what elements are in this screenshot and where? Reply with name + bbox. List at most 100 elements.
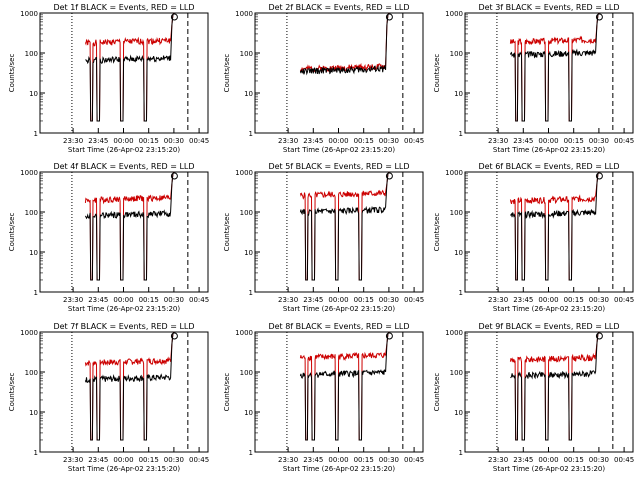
chart-title: Det 6f BLACK = Events, RED = LLD	[478, 162, 619, 171]
y-tick-label: 100	[450, 209, 463, 217]
x-tick-label: 00:45	[189, 456, 209, 464]
y-tick-label: 1000	[445, 169, 463, 177]
y-axis-label: Counts/sec	[8, 54, 16, 93]
y-tick-label: 1	[34, 130, 38, 138]
y-tick-label: 1	[459, 449, 463, 457]
x-tick-label: 00:15	[354, 137, 374, 145]
plot-frame	[254, 331, 424, 453]
y-tick-label: 100	[25, 209, 38, 217]
x-axis-label: Start Time (26-Apr-02 23:15:20)	[68, 305, 180, 313]
chart-panel-5: Det 5f BLACK = Events, RED = LLD Counts/s…	[223, 162, 424, 313]
corner-marker	[595, 13, 603, 21]
chart-title: Det 1f BLACK = Events, RED = LLD	[53, 3, 194, 12]
chart-panel-9: Det 9f BLACK = Events, RED = LLD Counts/s…	[433, 322, 634, 473]
x-tick-label: 00:45	[404, 137, 424, 145]
y-axis-label: Counts/sec	[223, 54, 231, 93]
chart-title: Det 5f BLACK = Events, RED = LLD	[268, 162, 409, 171]
chart-panel-8: Det 8f BLACK = Events, RED = LLD Counts/s…	[223, 322, 424, 473]
x-axis-label: Start Time (26-Apr-02 23:15:20)	[493, 146, 605, 154]
x-tick-label: 23:45	[303, 137, 323, 145]
corner-marker	[595, 332, 603, 340]
series-line-events	[509, 12, 600, 122]
y-tick-label: 1000	[235, 329, 253, 337]
x-tick-label: 23:45	[88, 296, 108, 304]
x-axis-label: Start Time (26-Apr-02 23:15:20)	[493, 465, 605, 473]
x-tick-label: 23:45	[303, 456, 323, 464]
series-line-lld	[299, 331, 390, 441]
plot-frame	[464, 171, 634, 293]
x-tick-label: 00:00	[113, 456, 133, 464]
series-line-lld	[509, 171, 600, 281]
y-tick-label: 10	[454, 90, 463, 98]
series-line-events	[85, 12, 175, 122]
x-tick-label: 23:45	[88, 456, 108, 464]
chart-panel-1: Det 1f BLACK = Events, RED = LLD Counts/s…	[8, 3, 209, 154]
y-tick-label: 100	[450, 50, 463, 58]
y-tick-label: 10	[454, 409, 463, 417]
x-tick-label: 00:15	[564, 296, 584, 304]
y-tick-label: 1000	[20, 10, 38, 18]
plot-frame	[254, 12, 424, 134]
x-tick-label: 00:30	[379, 137, 399, 145]
chart-title: Det 3f BLACK = Events, RED = LLD	[478, 3, 619, 12]
y-tick-label: 1	[249, 289, 253, 297]
y-tick-label: 100	[240, 50, 253, 58]
x-tick-label: 23:30	[63, 137, 83, 145]
x-tick-label: 23:30	[63, 296, 83, 304]
x-tick-label: 00:45	[614, 137, 634, 145]
series-line-lld	[299, 171, 390, 281]
y-tick-label: 10	[244, 409, 253, 417]
x-tick-label: 00:30	[589, 456, 609, 464]
y-tick-label: 1	[34, 289, 38, 297]
y-tick-label: 100	[240, 369, 253, 377]
y-tick-label: 1000	[20, 169, 38, 177]
y-tick-label: 1	[34, 449, 38, 457]
y-axis-label: Counts/sec	[8, 213, 16, 252]
x-tick-label: 00:15	[564, 137, 584, 145]
x-tick-label: 00:00	[113, 296, 133, 304]
plot-frame	[464, 12, 634, 134]
corner-marker	[170, 13, 178, 21]
x-tick-label: 23:30	[488, 296, 508, 304]
y-tick-label: 100	[25, 369, 38, 377]
corner-marker	[170, 172, 178, 180]
chart-panel-2: Det 2f BLACK = Events, RED = LLD Counts/s…	[223, 3, 424, 154]
series-line-events	[299, 171, 390, 281]
corner-marker	[170, 332, 178, 340]
x-tick-label: 23:45	[513, 137, 533, 145]
series-line-events	[510, 171, 600, 281]
x-axis-label: Start Time (26-Apr-02 23:15:20)	[68, 146, 180, 154]
y-tick-label: 10	[29, 90, 38, 98]
y-tick-label: 10	[244, 90, 253, 98]
series-line-lld	[84, 331, 175, 441]
x-tick-label: 00:00	[328, 296, 348, 304]
x-tick-label: 00:30	[164, 456, 184, 464]
plot-frame	[39, 171, 209, 293]
series-line-events	[510, 331, 600, 441]
x-tick-label: 00:30	[589, 296, 609, 304]
y-axis-label: Counts/sec	[433, 213, 441, 252]
y-tick-label: 100	[450, 369, 463, 377]
x-tick-label: 00:45	[189, 296, 209, 304]
y-tick-label: 1000	[235, 169, 253, 177]
x-tick-label: 23:30	[488, 137, 508, 145]
x-axis-label: Start Time (26-Apr-02 23:15:20)	[283, 146, 395, 154]
y-tick-label: 10	[29, 249, 38, 257]
y-axis-label: Counts/sec	[433, 373, 441, 412]
x-tick-label: 00:00	[538, 296, 558, 304]
chart-title: Det 4f BLACK = Events, RED = LLD	[53, 162, 194, 171]
series-line-lld	[84, 171, 175, 281]
y-tick-label: 1	[459, 130, 463, 138]
x-tick-label: 00:45	[614, 296, 634, 304]
x-tick-label: 23:30	[278, 296, 298, 304]
x-tick-label: 00:15	[354, 296, 374, 304]
y-axis-label: Counts/sec	[223, 213, 231, 252]
x-tick-label: 00:30	[589, 137, 609, 145]
y-axis-label: Counts/sec	[223, 373, 231, 412]
x-tick-label: 00:30	[379, 456, 399, 464]
series-line-events	[299, 331, 390, 441]
y-tick-label: 1000	[235, 10, 253, 18]
y-tick-label: 100	[25, 50, 38, 58]
chart-panel-4: Det 4f BLACK = Events, RED = LLD Counts/s…	[8, 162, 209, 313]
